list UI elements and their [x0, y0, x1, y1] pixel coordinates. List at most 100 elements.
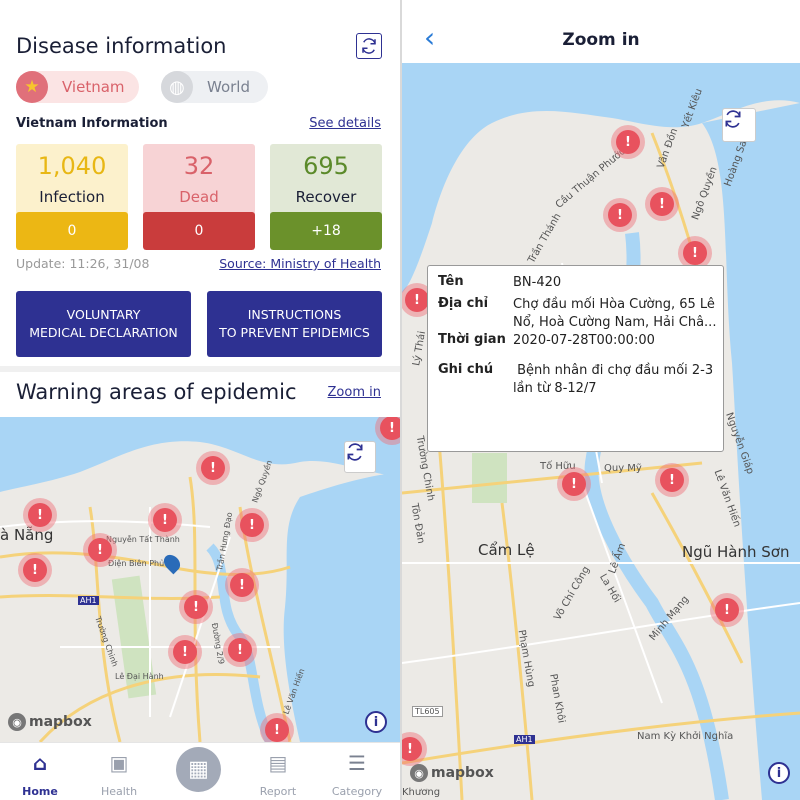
- screen-title: Zoom in: [562, 30, 640, 50]
- warning-icon: !: [650, 192, 674, 216]
- warning-icon: !: [616, 130, 640, 154]
- refresh-button[interactable]: [356, 33, 382, 59]
- info-icon[interactable]: i: [768, 762, 790, 784]
- warning-icon: !: [265, 718, 289, 742]
- toggle-world[interactable]: ◍ World: [161, 71, 268, 103]
- button-line: INSTRUCTIONS: [247, 307, 342, 322]
- disease-info-screen: Disease information ★ Vietnam ◍ World Vi…: [0, 33, 400, 800]
- popup-key: Thời gian: [438, 332, 506, 347]
- warning-marker[interactable]: !: [645, 187, 679, 221]
- warning-icon: !: [28, 503, 52, 527]
- warning-marker[interactable]: !: [260, 713, 294, 742]
- warning-marker[interactable]: !: [235, 508, 269, 542]
- info-icon[interactable]: i: [365, 711, 387, 733]
- mapbox-icon: ◉: [410, 764, 428, 782]
- map-label: Tố Hữu: [540, 461, 576, 472]
- warning-title: Warning areas of epidemic: [16, 380, 297, 404]
- warning-marker[interactable]: !: [18, 553, 52, 587]
- section-title: Vietnam Information: [16, 116, 168, 131]
- tab-category[interactable]: ☰ Category: [322, 751, 392, 798]
- warning-icon: !: [380, 417, 400, 440]
- warning-marker[interactable]: !: [655, 463, 689, 497]
- warning-marker[interactable]: !: [223, 633, 257, 667]
- mapbox-logo: ◉ mapbox: [410, 764, 494, 782]
- case-info-popup: Tên BN-420 Địa chỉ Chợ đầu mối Hòa Cường, …: [427, 265, 724, 452]
- warning-icon: !: [715, 598, 739, 622]
- warning-icon: !: [184, 595, 208, 619]
- health-monitor-icon: ▣: [109, 751, 129, 775]
- warning-marker[interactable]: !: [557, 467, 591, 501]
- tab-home[interactable]: ⌂ Home: [5, 751, 75, 798]
- button-line: MEDICAL DECLARATION: [29, 325, 178, 340]
- home-icon: ⌂: [32, 751, 48, 775]
- stat-delta: 0: [16, 212, 128, 250]
- popup-value: BN-420: [513, 275, 562, 290]
- stat-label: Dead: [179, 188, 219, 206]
- warning-marker[interactable]: !: [611, 125, 645, 159]
- warning-marker[interactable]: !: [23, 498, 57, 532]
- warning-marker[interactable]: !: [148, 503, 182, 537]
- warning-marker[interactable]: !: [678, 236, 712, 270]
- warning-icon: !: [173, 640, 197, 664]
- map-label: AH1: [78, 596, 99, 605]
- zoom-in-link[interactable]: Zoom in: [327, 385, 381, 400]
- toggle-vietnam[interactable]: ★ Vietnam: [16, 71, 139, 103]
- warning-marker[interactable]: !: [179, 590, 213, 624]
- map-refresh-button[interactable]: [722, 108, 756, 142]
- warning-icon: !: [402, 737, 422, 761]
- epidemic-map[interactable]: à Nẵng Nguyễn Tất Thành Điện Biên Phủ AH…: [0, 417, 400, 742]
- warning-icon: !: [240, 513, 264, 537]
- tab-health[interactable]: ▣ Health: [84, 751, 154, 798]
- warning-marker[interactable]: !: [83, 533, 117, 567]
- stat-card-infection: 1,040 Infection 0: [16, 144, 128, 250]
- back-button[interactable]: ‹: [424, 24, 435, 52]
- stat-value: 695: [303, 152, 349, 180]
- chevron-left-icon: ‹: [424, 21, 436, 54]
- warning-marker[interactable]: !: [196, 451, 230, 485]
- qr-scan-button[interactable]: ▦: [176, 747, 221, 792]
- see-details-link[interactable]: See details: [309, 116, 381, 131]
- map-label: Nam Kỳ Khởi Nghĩa: [637, 731, 734, 742]
- map-label: Nguyễn Tất Thành: [106, 535, 180, 544]
- warning-marker[interactable]: !: [225, 568, 259, 602]
- page-title: Disease information: [16, 34, 227, 58]
- star-icon: ★: [16, 71, 48, 103]
- source-link[interactable]: Source: Ministry of Health: [219, 256, 381, 271]
- tab-label: Category: [331, 785, 383, 798]
- tab-report[interactable]: ▤ Report: [243, 751, 313, 798]
- screen-divider: [400, 0, 402, 800]
- map-label: Điện Biên Phủ: [108, 559, 165, 568]
- warning-icon: !: [228, 638, 252, 662]
- popup-key: Ghi chú: [438, 362, 494, 377]
- popup-row-address: Địa chỉ Chợ đầu mối Hòa Cường, 65 Lê Nổ, …: [438, 296, 718, 332]
- warning-icon: !: [608, 203, 632, 227]
- warning-icon: !: [562, 472, 586, 496]
- map-refresh-button[interactable]: [344, 441, 376, 473]
- warning-icon: !: [683, 241, 707, 265]
- popup-value: Bệnh nhân đi chợ đầu mối 2-3 lần từ 8-12…: [513, 363, 718, 396]
- warning-marker[interactable]: !: [402, 732, 427, 766]
- warning-icon: !: [88, 538, 112, 562]
- popup-value: 2020-07-28T00:00:00: [513, 333, 655, 348]
- warning-marker[interactable]: !: [603, 198, 637, 232]
- zoom-in-screen: ‹ Zoom in Yết Kiêu Cầu Thuận Phước Vân Đ…: [402, 0, 800, 800]
- warning-marker[interactable]: !: [710, 593, 744, 627]
- tab-label: Health: [100, 785, 138, 798]
- warning-marker[interactable]: !: [168, 635, 202, 669]
- stat-card-dead: 32 Dead 0: [143, 144, 255, 250]
- map-label: AH1: [514, 735, 535, 744]
- mapbox-logo: ◉ mapbox: [8, 713, 92, 731]
- button-line: TO PREVENT EPIDEMICS: [219, 325, 370, 340]
- warning-icon: !: [405, 288, 429, 312]
- mapbox-icon: ◉: [8, 713, 26, 731]
- voluntary-declaration-button[interactable]: VOLUNTARY MEDICAL DECLARATION: [16, 291, 191, 357]
- prevent-epidemics-button[interactable]: INSTRUCTIONS TO PREVENT EPIDEMICS: [207, 291, 382, 357]
- section-divider: [0, 366, 400, 372]
- warning-icon: !: [23, 558, 47, 582]
- report-icon: ▤: [268, 751, 288, 775]
- map-label: Cẩm Lệ: [478, 541, 535, 559]
- bottom-tab-bar: ⌂ Home ▣ Health ▦ ▤ Report ☰ Category: [0, 742, 400, 800]
- update-time: Update: 11:26, 31/08: [16, 256, 150, 271]
- warning-icon: !: [660, 468, 684, 492]
- warning-icon: !: [230, 573, 254, 597]
